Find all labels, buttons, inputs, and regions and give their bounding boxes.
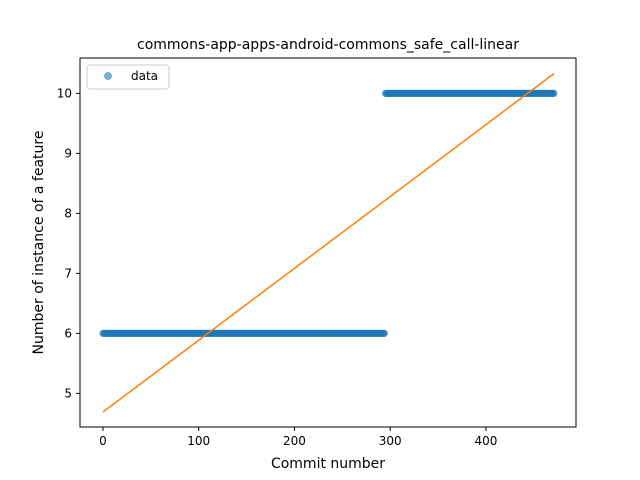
x-tick-label: 0 <box>99 434 107 448</box>
y-tick-label: 7 <box>64 266 72 280</box>
data-point <box>380 329 389 337</box>
y-tick-label: 9 <box>64 146 72 160</box>
chart-title: commons-app-apps-android-commons_safe_ca… <box>137 37 519 53</box>
axis-ticks: 0 100 200 300 400 5 6 7 8 9 10 <box>57 86 498 448</box>
y-axis-label: Number of instance of a feature <box>31 131 47 355</box>
data-point <box>550 89 558 97</box>
plot-area <box>99 73 558 413</box>
y-tick-label: 6 <box>64 326 72 340</box>
y-tick-label: 10 <box>57 86 72 100</box>
axes-frame <box>79 57 577 428</box>
x-axis-label: Commit number <box>271 456 385 472</box>
y-tick-label: 5 <box>64 386 72 400</box>
y-tick-label: 8 <box>64 206 72 220</box>
x-tick-label: 100 <box>187 434 210 448</box>
legend-entry-data: data <box>131 69 158 83</box>
legend-box <box>86 64 170 90</box>
x-tick-label: 300 <box>379 434 402 448</box>
legend: data <box>86 64 170 90</box>
fit-line <box>102 73 555 413</box>
x-tick-label: 400 <box>475 434 498 448</box>
legend-marker <box>104 72 112 80</box>
x-tick-label: 200 <box>283 434 306 448</box>
